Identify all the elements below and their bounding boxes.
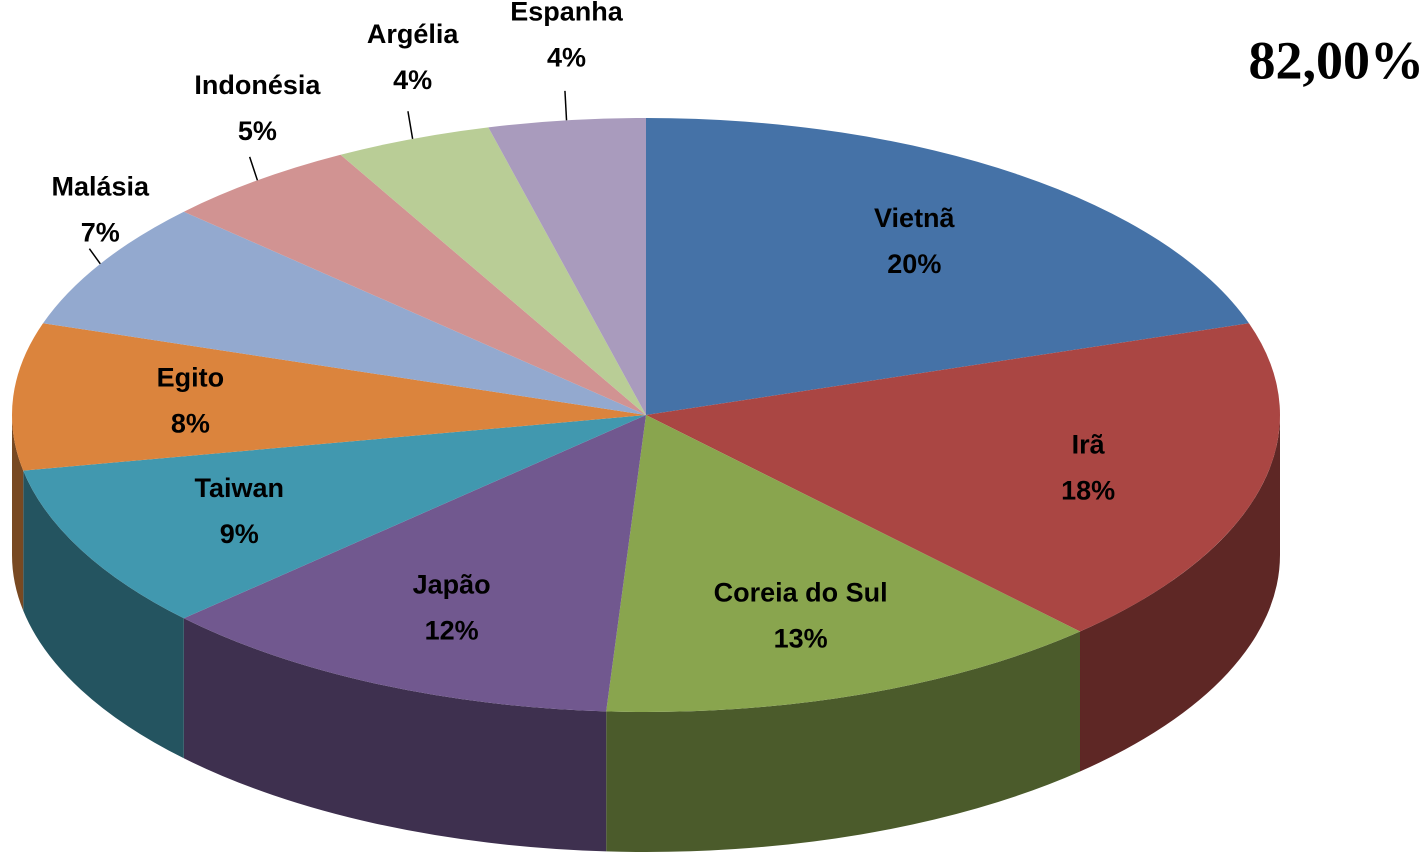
value-label: 5% xyxy=(238,116,277,146)
slice xyxy=(183,154,646,415)
value-label: 4% xyxy=(547,43,586,73)
category-label: Coreia do Sul xyxy=(714,577,888,607)
value-label: 8% xyxy=(171,409,210,439)
category-label: Vietnã xyxy=(874,203,956,233)
value-label: 7% xyxy=(81,218,120,248)
category-label: Indonésia xyxy=(194,70,321,100)
slice-side xyxy=(23,470,184,759)
category-label: Taiwan xyxy=(195,473,285,503)
value-label: 9% xyxy=(220,519,259,549)
slice xyxy=(488,118,646,415)
slice xyxy=(646,323,1280,632)
slice xyxy=(183,415,646,712)
category-label: Japão xyxy=(413,570,491,600)
category-label: Espanha xyxy=(510,0,624,27)
leader-line xyxy=(88,248,101,265)
slice-side xyxy=(1080,415,1280,772)
value-label: 18% xyxy=(1061,475,1115,505)
slice xyxy=(606,415,1081,712)
category-label: Argélia xyxy=(367,19,460,49)
slice-side xyxy=(183,618,607,852)
slice-side xyxy=(606,631,1081,852)
value-label: 4% xyxy=(393,65,432,95)
slice xyxy=(23,415,647,619)
slice xyxy=(11,323,646,471)
category-label: Irã xyxy=(1072,429,1106,459)
value-label: 13% xyxy=(774,623,828,653)
slice xyxy=(340,127,646,415)
leader-line xyxy=(564,90,568,121)
leader-line xyxy=(407,111,414,139)
leader-line xyxy=(248,156,259,181)
value-label: 12% xyxy=(425,616,479,646)
annotation: 82,00% xyxy=(1249,30,1425,90)
slice xyxy=(646,118,1249,415)
value-label: 20% xyxy=(887,249,941,279)
slice-side xyxy=(12,415,24,611)
slice xyxy=(43,211,647,415)
category-label: Egito xyxy=(157,363,225,393)
category-label: Malásia xyxy=(52,172,151,202)
